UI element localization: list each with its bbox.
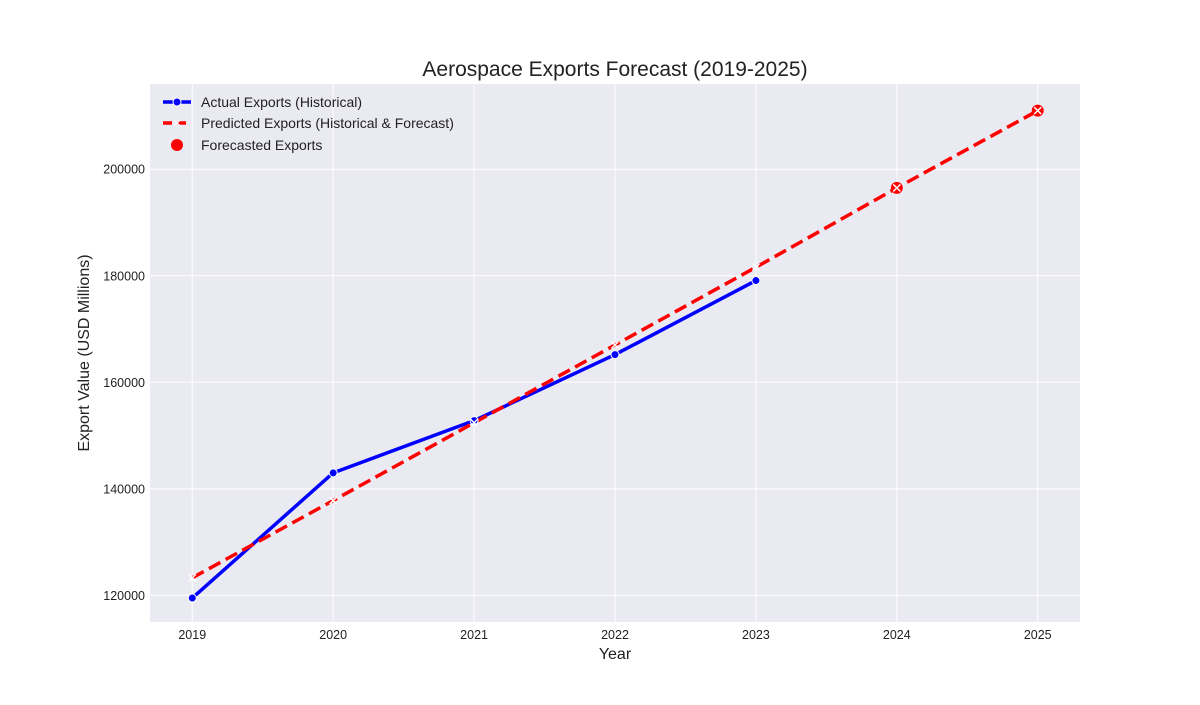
x-tick-labels: 2019 2020 2021 2022 2023 2024 2025: [178, 628, 1051, 642]
actual-point: [469, 416, 479, 426]
predicted-point: [751, 263, 760, 272]
x-tick-label: 2021: [460, 628, 488, 642]
y-tick-labels: 120000 140000 160000 180000 200000: [103, 163, 145, 603]
x-marker-stroke: [173, 119, 181, 127]
legend-label: Actual Exports (Historical): [201, 94, 362, 110]
y-tick-label: 200000: [103, 163, 145, 177]
x-tick-label: 2022: [601, 628, 629, 642]
series-layer: [187, 104, 1044, 603]
actual-point: [610, 350, 620, 360]
legend-label: Predicted Exports (Historical & Forecast…: [201, 115, 454, 131]
y-axis-title: Export Value (USD Millions): [76, 254, 93, 451]
legend: Actual Exports (Historical) Predicted Exp…: [163, 94, 454, 153]
chart-title: Aerospace Exports Forecast (2019-2025): [422, 58, 807, 81]
x-tick-label: 2025: [1024, 628, 1052, 642]
y-tick-label: 160000: [103, 376, 145, 390]
predicted-point: [892, 183, 901, 192]
actual-point: [751, 276, 761, 286]
x-marker-stroke: [470, 418, 479, 427]
y-tick-label: 140000: [103, 482, 145, 496]
x-marker-stroke: [610, 340, 620, 350]
legend-label: Forecasted Exports: [201, 137, 322, 153]
actual-point: [187, 593, 197, 603]
y-tick-label: 180000: [103, 269, 145, 283]
x-marker-stroke: [751, 263, 760, 272]
y-gridlines: [150, 168, 1080, 596]
predicted-point: [1033, 106, 1042, 115]
predicted-point: [329, 496, 338, 505]
x-axis-title: Year: [599, 646, 632, 663]
x-tick-label: 2019: [178, 628, 206, 642]
x-tick-label: 2024: [883, 628, 911, 642]
x-tick-label: 2020: [319, 628, 347, 642]
predicted-point: [470, 418, 479, 427]
legend-forecast-marker: [171, 139, 183, 151]
predicted-point: [188, 573, 197, 582]
x-marker-stroke: [329, 496, 338, 505]
x-marker-stroke: [188, 573, 197, 582]
legend-predicted-marker: [173, 119, 181, 127]
x-gridlines: [191, 84, 1039, 622]
legend-actual-marker: [172, 97, 182, 107]
predicted-point: [610, 340, 620, 350]
x-marker-stroke: [1033, 106, 1042, 115]
x-marker-stroke: [892, 183, 901, 192]
y-tick-label: 120000: [103, 589, 145, 603]
actual-point: [328, 468, 338, 478]
x-tick-label: 2023: [742, 628, 770, 642]
